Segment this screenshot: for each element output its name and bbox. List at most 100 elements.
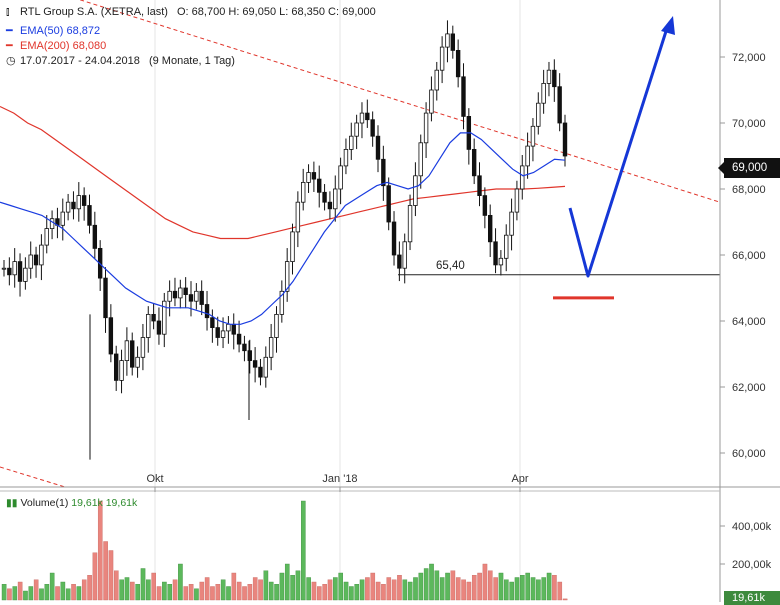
volume-legend: ▮▮ Volume(1) 19,61k 19,61k — [6, 497, 137, 509]
candle-body — [487, 214, 493, 243]
candle-body — [178, 287, 183, 299]
volume-bar — [493, 577, 498, 601]
volume-bar — [226, 586, 231, 601]
candle-body — [530, 125, 536, 147]
candle-body — [60, 211, 65, 226]
candle-body — [274, 313, 279, 338]
volume-bar — [306, 577, 311, 601]
candle-body — [455, 50, 461, 78]
support-line: 65,40 — [398, 260, 720, 276]
volume-bar — [162, 581, 167, 601]
volume-bar — [520, 575, 525, 601]
candle-body — [333, 188, 338, 210]
volume-bar — [349, 586, 354, 601]
candle-body — [343, 148, 349, 167]
volume-bar — [156, 586, 162, 601]
volume-bar — [268, 581, 274, 601]
candle-body — [156, 320, 162, 335]
volume-bar — [482, 563, 488, 601]
candle-body — [71, 201, 76, 210]
volume-bar — [92, 552, 98, 601]
candle-body — [397, 254, 402, 269]
candle-body — [44, 228, 49, 246]
volume-bar — [311, 581, 317, 601]
volume-bar — [471, 575, 477, 601]
candle-body — [65, 201, 71, 213]
volume-bar — [488, 570, 493, 601]
volume-bar — [199, 581, 205, 601]
volume-bar — [194, 588, 199, 601]
candle-body — [33, 254, 39, 266]
chart-title-row: ⫾ RTL Group S.A. (XETRA, last) O: 68,700 … — [6, 6, 376, 19]
volume-bar — [386, 577, 392, 601]
volume-bar — [541, 577, 547, 601]
volume-bar — [461, 579, 466, 601]
candle-body — [407, 205, 413, 243]
volume-bar — [76, 586, 82, 601]
volume-bar — [274, 584, 279, 601]
resistance-trendline — [78, 0, 721, 203]
candle-body — [81, 195, 87, 206]
candle-body — [231, 323, 236, 335]
volume-bar — [188, 584, 194, 601]
candle-body — [391, 221, 397, 256]
candle-body — [263, 356, 268, 378]
candle-body — [354, 122, 359, 137]
candle-body — [226, 323, 231, 332]
volume-tick-label: 200,00k — [732, 559, 772, 571]
volume-bar — [397, 575, 402, 601]
volume-bar — [124, 577, 130, 601]
candle-body — [300, 181, 306, 203]
candle-body — [338, 165, 343, 190]
candle-body — [76, 195, 81, 210]
candle-body — [402, 241, 407, 269]
price-tick-label: 68,000 — [732, 184, 766, 196]
volume-bar — [317, 586, 322, 601]
candle-body — [562, 122, 568, 157]
candle-body — [92, 224, 98, 249]
candle-body — [215, 327, 220, 338]
volume-bar — [557, 581, 563, 601]
last-price-tag: 69,000 — [718, 158, 780, 178]
support-label: 65,40 — [436, 260, 465, 272]
volume-bar — [23, 590, 28, 601]
volume-bar — [338, 572, 344, 601]
candle-body — [17, 261, 23, 282]
ema50-line — [0, 132, 566, 325]
candle-body — [482, 195, 488, 216]
volume-bar — [130, 581, 135, 601]
time-tick-label: Okt — [146, 473, 163, 485]
ema200-line — [0, 105, 566, 240]
candle-body — [557, 86, 562, 124]
volume-bar — [12, 586, 18, 601]
ema200-path — [0, 105, 566, 240]
volume-bar — [365, 577, 370, 601]
volume-bar — [151, 572, 157, 601]
volume-bar — [49, 572, 55, 601]
candle-body — [423, 112, 429, 144]
candle-body — [311, 172, 317, 180]
candle-body — [210, 317, 215, 329]
volume-bar — [370, 572, 376, 601]
time-tick-label: Apr — [511, 473, 528, 485]
candle-body — [386, 185, 391, 223]
candle-body — [167, 290, 172, 302]
volume-bar — [509, 581, 514, 601]
candle-body — [23, 267, 28, 282]
candle-body — [103, 277, 108, 319]
volume-bar — [284, 563, 290, 601]
candle-body — [242, 343, 247, 352]
candle-body — [514, 188, 520, 213]
candle-body — [439, 46, 445, 71]
candle-body — [509, 211, 514, 236]
volume-bar — [247, 584, 253, 601]
volume-bar — [295, 570, 301, 601]
volume-bar — [359, 579, 365, 601]
volume-bar — [290, 575, 295, 601]
candle-body — [546, 69, 552, 84]
ema200-line-icon: ━ — [6, 40, 13, 52]
volume-bar — [434, 570, 440, 601]
volume-bar — [455, 577, 461, 601]
ema50-value: 68,872 — [66, 25, 101, 37]
candle-body — [124, 340, 130, 361]
